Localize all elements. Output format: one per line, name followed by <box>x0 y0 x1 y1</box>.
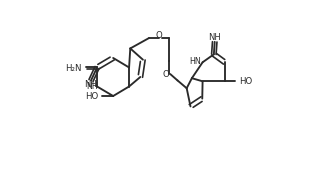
Text: NH: NH <box>208 33 221 42</box>
Text: HO: HO <box>239 77 252 86</box>
Text: NH: NH <box>86 82 98 91</box>
Text: H₂N: H₂N <box>65 64 82 73</box>
Text: O: O <box>162 70 169 79</box>
Text: HN: HN <box>190 57 201 66</box>
Text: NH: NH <box>84 80 96 89</box>
Text: HO: HO <box>85 92 98 101</box>
Text: O: O <box>156 31 163 40</box>
